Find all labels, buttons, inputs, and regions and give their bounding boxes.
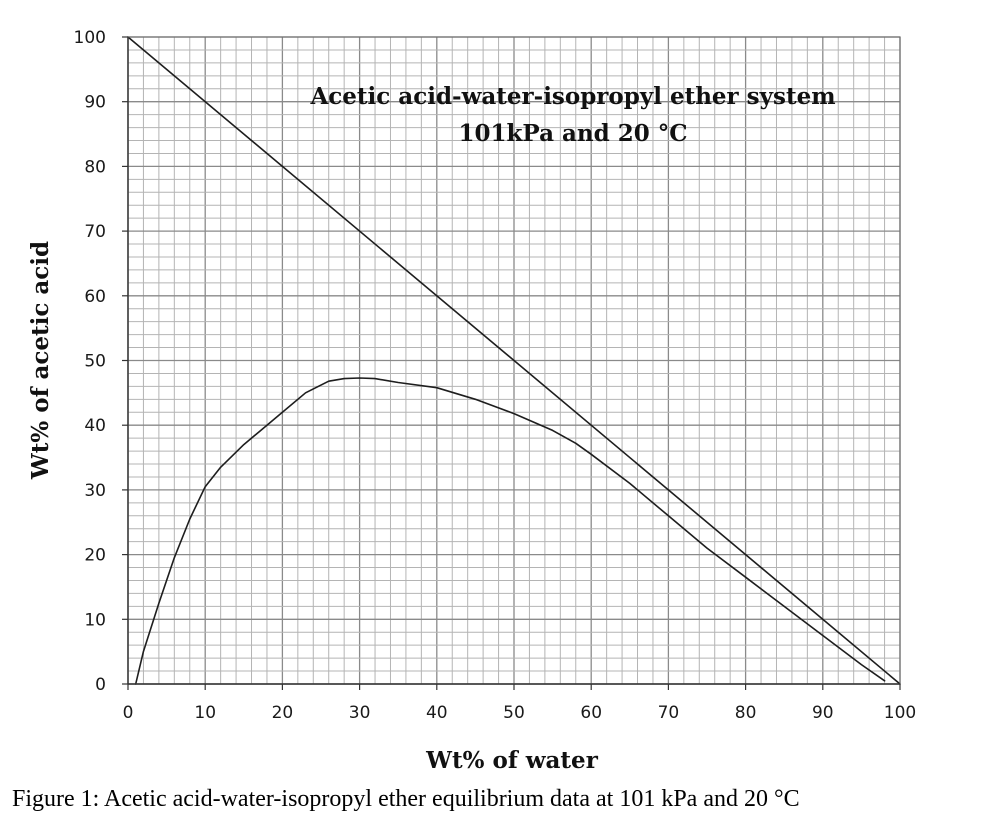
x-tick-label: 100	[884, 703, 916, 723]
y-tick-label: 0	[95, 675, 106, 695]
chart-title-line-2: 101kPa and 20 °C	[458, 120, 687, 147]
equilibrium-chart: 0 10 20 30 40 50 60 70 80 90 100 0 10 20 30 40 50 60 70 80…	[27, 28, 916, 774]
y-tick-label: 40	[84, 416, 106, 436]
x-tick-label: 20	[272, 703, 294, 723]
y-tick-label: 90	[84, 93, 106, 113]
plot-series	[127, 36, 901, 685]
x-tick-label: 40	[426, 703, 448, 723]
y-tick-label: 100	[74, 28, 106, 48]
x-tick-label: 30	[349, 703, 371, 723]
y-tick-label: 70	[84, 222, 106, 242]
y-tick-label: 30	[84, 481, 106, 501]
y-tick-label: 50	[84, 352, 106, 372]
x-axis-title: Wt% of water	[425, 747, 599, 774]
x-tick-label: 10	[194, 703, 216, 723]
chart-title-line-1: Acetic acid-water-isopropyl ether system	[309, 83, 835, 110]
x-tick-label: 0	[123, 703, 134, 723]
figure-caption: Figure 1: Acetic acid-water-isopropyl et…	[12, 786, 800, 812]
y-tick-label: 60	[84, 287, 106, 307]
y-tick-label: 20	[84, 546, 106, 566]
x-axis-ticks: 0 10 20 30 40 50 60 70 80 90 100	[123, 684, 916, 723]
y-tick-label: 10	[84, 610, 106, 630]
x-tick-label: 50	[503, 703, 525, 723]
solubility-curve	[134, 377, 886, 685]
hypotenuse-line	[127, 36, 901, 685]
y-axis-ticks: 0 10 20 30 40 50 60 70 80 90 100	[74, 28, 128, 695]
x-tick-label: 80	[735, 703, 757, 723]
y-axis-title: Wt% of acetic acid	[27, 241, 54, 480]
plot-grid	[127, 36, 901, 685]
x-tick-label: 70	[658, 703, 680, 723]
x-tick-label: 90	[812, 703, 834, 723]
x-tick-label: 60	[580, 703, 602, 723]
y-tick-label: 80	[84, 157, 106, 177]
